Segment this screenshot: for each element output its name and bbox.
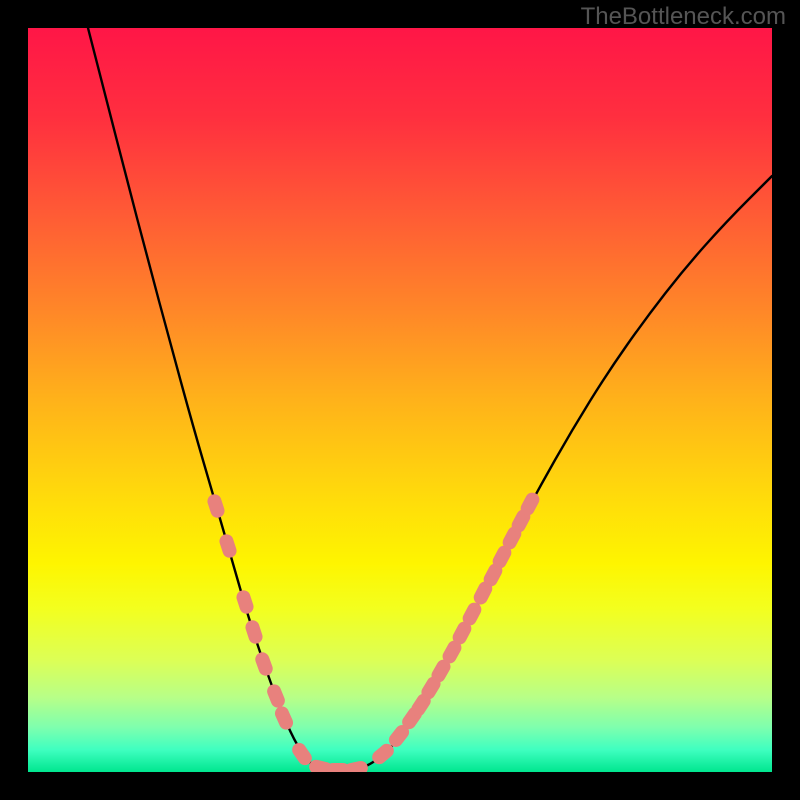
watermark-text: TheBottleneck.com xyxy=(581,3,786,31)
chart-plot-area xyxy=(28,28,772,772)
gradient-background xyxy=(28,28,772,772)
chart-svg xyxy=(28,28,772,772)
